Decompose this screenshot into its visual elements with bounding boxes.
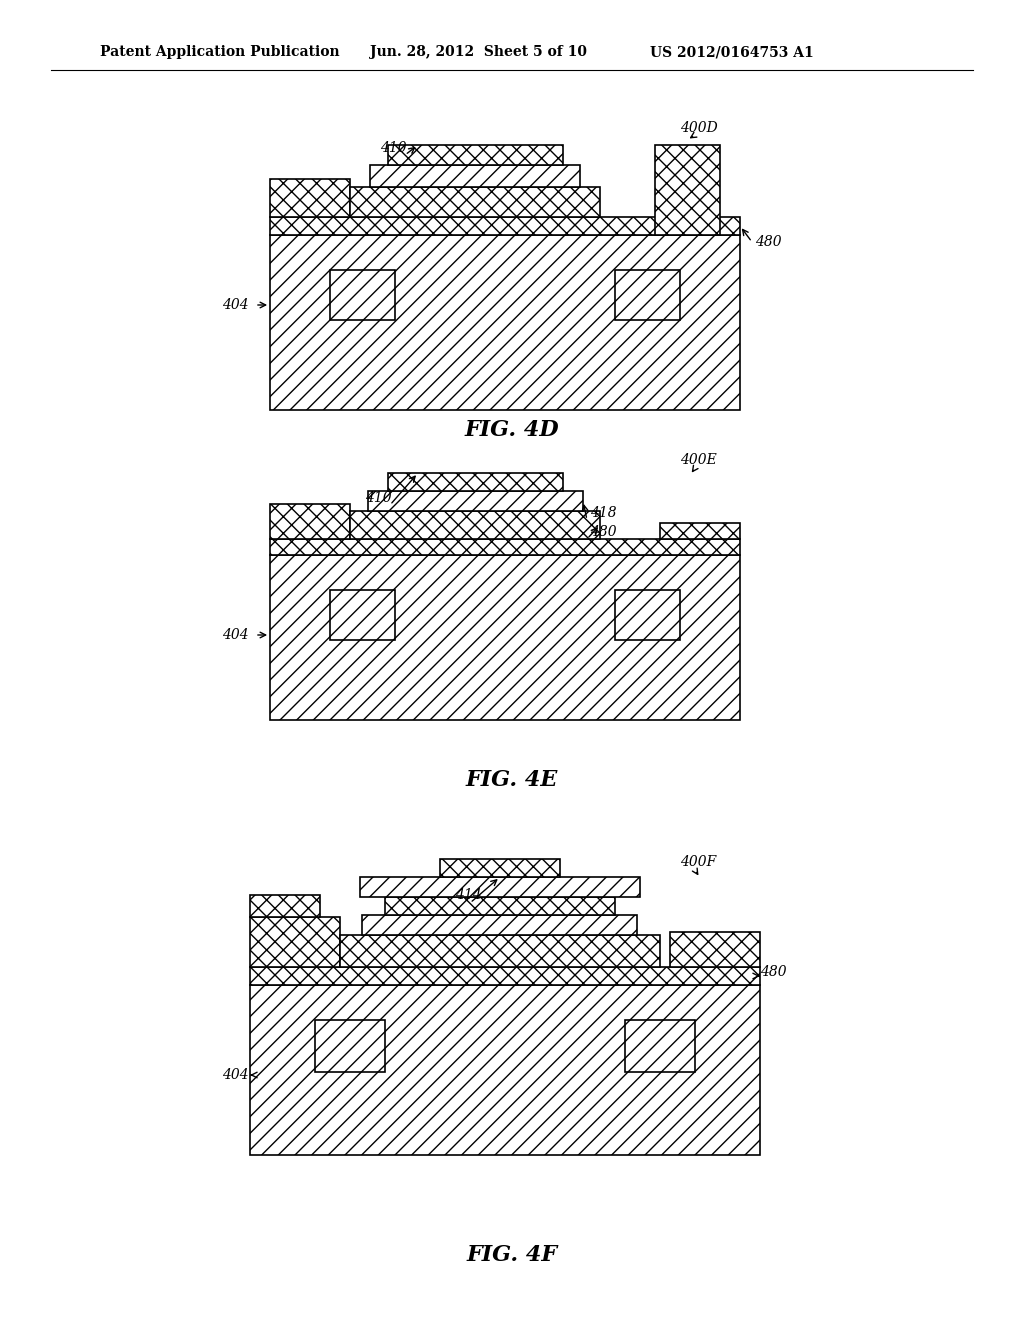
Bar xyxy=(440,859,560,876)
Text: 418: 418 xyxy=(590,506,616,520)
Bar xyxy=(270,554,740,719)
Text: 404: 404 xyxy=(222,628,249,642)
Bar xyxy=(660,523,740,539)
Bar xyxy=(250,985,760,1155)
Text: Patent Application Publication: Patent Application Publication xyxy=(100,45,340,59)
Text: 400E: 400E xyxy=(680,453,717,467)
Bar xyxy=(670,932,760,968)
Bar xyxy=(270,180,350,216)
Bar xyxy=(250,968,760,985)
Text: 480: 480 xyxy=(760,965,786,979)
Text: Jun. 28, 2012  Sheet 5 of 10: Jun. 28, 2012 Sheet 5 of 10 xyxy=(370,45,587,59)
Bar xyxy=(350,511,600,539)
Bar xyxy=(625,1020,695,1072)
Bar xyxy=(250,917,340,968)
Bar xyxy=(315,1020,385,1072)
Text: 404: 404 xyxy=(222,1068,249,1082)
Bar xyxy=(655,145,720,235)
Bar xyxy=(270,504,350,539)
Bar xyxy=(270,235,740,411)
Bar xyxy=(615,590,680,640)
Bar xyxy=(388,145,563,165)
Bar xyxy=(368,491,583,511)
Text: 480: 480 xyxy=(755,235,781,249)
Bar xyxy=(270,216,740,235)
Text: FIG. 4E: FIG. 4E xyxy=(466,770,558,791)
Bar xyxy=(330,271,395,319)
Bar xyxy=(270,539,740,554)
Bar xyxy=(350,187,600,216)
Text: FIG. 4F: FIG. 4F xyxy=(467,1243,557,1266)
Text: 410: 410 xyxy=(380,141,407,154)
Bar xyxy=(250,895,319,917)
Text: FIG. 4D: FIG. 4D xyxy=(465,418,559,441)
Text: 400F: 400F xyxy=(680,855,716,869)
Bar xyxy=(615,271,680,319)
Bar xyxy=(370,165,580,187)
Text: 480: 480 xyxy=(590,525,616,539)
Text: US 2012/0164753 A1: US 2012/0164753 A1 xyxy=(650,45,814,59)
Bar xyxy=(385,898,615,915)
Text: 410: 410 xyxy=(365,491,391,506)
Bar xyxy=(360,876,640,898)
Bar xyxy=(362,915,637,935)
Bar xyxy=(340,935,660,968)
Text: 400D: 400D xyxy=(680,121,718,135)
Text: 404: 404 xyxy=(222,298,249,312)
Bar xyxy=(388,473,563,491)
Bar xyxy=(330,590,395,640)
Text: 414: 414 xyxy=(455,888,481,902)
